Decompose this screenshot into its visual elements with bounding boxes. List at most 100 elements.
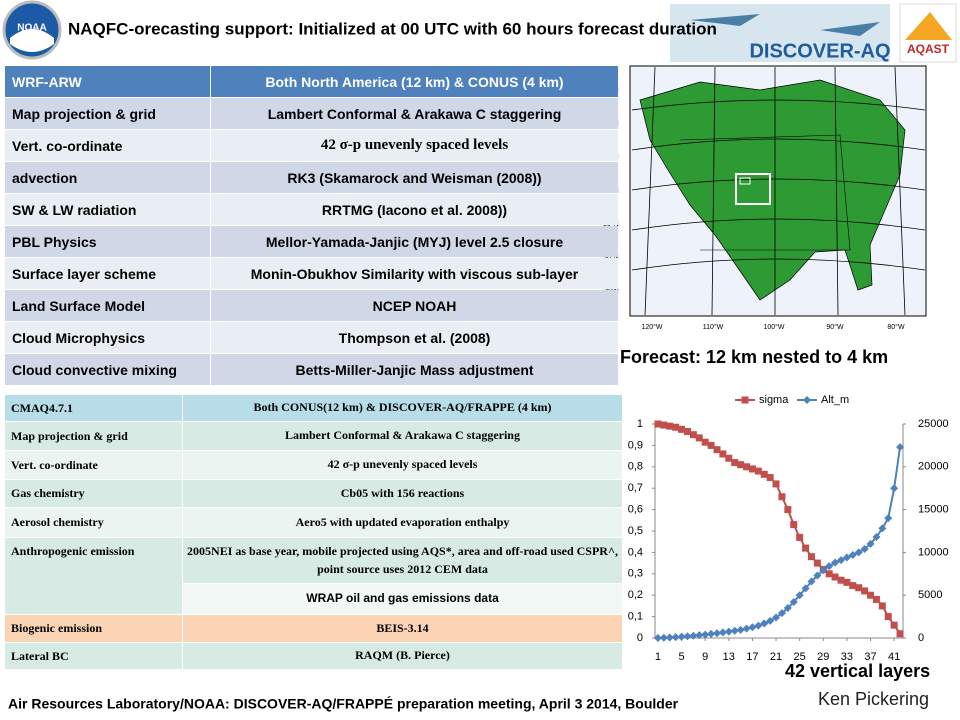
- cmaq-label: Gas chemistry: [5, 480, 182, 507]
- y2-tick-label: 15000: [918, 504, 949, 516]
- author: Ken Pickering: [818, 689, 929, 709]
- marker: [760, 470, 768, 478]
- cmaq-value: 42 σ-p unevenly spaced levels: [183, 451, 622, 479]
- marker: [872, 595, 880, 603]
- chart-bg: [625, 390, 958, 670]
- marker: [825, 562, 834, 571]
- cmaq-label: Vert. co-ordinate: [5, 451, 182, 479]
- cmaq-label: Map projection & grid: [5, 422, 182, 450]
- marker: [801, 584, 810, 593]
- marker: [783, 604, 792, 613]
- wrf-label: SW & LW radiation: [5, 194, 210, 225]
- marker: [718, 628, 727, 637]
- cmaq-value: RAQM (B. Pierce): [183, 643, 622, 669]
- marker: [743, 463, 751, 471]
- wrf-label: WRF-ARW: [5, 66, 210, 97]
- marker: [855, 584, 863, 592]
- marker: [701, 438, 709, 446]
- wrf-value: Lambert Conformal & Arakawa C staggering: [211, 98, 618, 129]
- x-tick-label: 5: [679, 651, 685, 663]
- marker: [896, 443, 905, 452]
- marker: [713, 446, 721, 454]
- marker: [737, 461, 745, 469]
- wrf-label: Map projection & grid: [5, 98, 210, 129]
- wrf-label: Vert. co-ordinate: [5, 130, 210, 161]
- marker: [695, 434, 703, 442]
- lon-label: 100°W: [763, 323, 784, 331]
- legend-marker: [803, 396, 811, 404]
- wrf-value: NCEP NOAH: [211, 290, 618, 321]
- legend-label: sigma: [759, 394, 789, 406]
- lon-label: 110°W: [703, 323, 724, 331]
- aqast-mark: [905, 12, 952, 40]
- marker: [867, 591, 875, 599]
- cmaq-label: Anthropogenic emission: [5, 538, 182, 614]
- marker: [807, 553, 815, 561]
- inner-box: [739, 177, 751, 185]
- footer: Air Resources Laboratory/NOAA: DISCOVER-…: [8, 696, 679, 712]
- marker: [861, 587, 869, 595]
- marker: [748, 623, 757, 632]
- marker: [890, 621, 898, 629]
- marker: [813, 571, 822, 580]
- marker: [754, 621, 763, 630]
- cmaq-label: Biogenic emission: [5, 615, 182, 642]
- marker: [766, 616, 775, 625]
- marker: [860, 544, 869, 553]
- lon-label: 120°W: [641, 323, 662, 331]
- cmaq-value: Lambert Conformal & Arakawa C staggering: [183, 422, 622, 450]
- noaa-wave: [10, 29, 54, 52]
- marker: [796, 533, 804, 541]
- marker: [778, 493, 786, 501]
- wrf-value: Both North America (12 km) & CONUS (4 km…: [211, 66, 618, 97]
- cmaq-value: BEIS-3.14: [183, 615, 622, 642]
- nest-box: [735, 173, 771, 205]
- cmaq-value: Both CONUS(12 km) & DISCOVER-AQ/FRAPPE (…: [183, 395, 622, 421]
- marker: [784, 506, 792, 514]
- marker: [665, 633, 674, 642]
- marker: [666, 422, 674, 430]
- marker: [772, 480, 780, 488]
- marker: [772, 613, 781, 622]
- x-tick-label: 13: [723, 651, 735, 663]
- marker: [689, 431, 697, 439]
- y-tick-label: 0,5: [628, 525, 643, 537]
- wrf-label: Cloud convective mixing: [5, 354, 210, 385]
- marker: [872, 532, 881, 541]
- marker: [677, 632, 686, 641]
- marker: [837, 576, 845, 584]
- marker: [795, 591, 804, 600]
- wrf-value: Thompson et al. (2008): [211, 322, 618, 353]
- x-tick-label: 41: [888, 651, 900, 663]
- x-tick-label: 37: [864, 651, 876, 663]
- marker: [854, 548, 863, 557]
- marker: [777, 609, 786, 618]
- map: [600, 63, 958, 335]
- cmaq-label: CMAQ4.7.1: [5, 395, 182, 421]
- marker: [842, 553, 851, 562]
- marker: [754, 467, 762, 475]
- marker: [896, 630, 904, 638]
- marker: [760, 619, 769, 628]
- marker: [766, 474, 774, 481]
- marker: [683, 632, 692, 641]
- marker: [849, 582, 857, 590]
- cmaq-value: Cb05 with 156 reactions: [183, 480, 622, 507]
- marker: [748, 465, 756, 473]
- marker: [843, 578, 851, 586]
- discover-planes: [690, 14, 880, 36]
- cmaq-label: Lateral BC: [5, 643, 182, 669]
- marker: [719, 450, 727, 458]
- marker: [807, 577, 816, 586]
- x-tick-label: 1: [655, 651, 661, 663]
- wrf-label: Cloud Microphysics: [5, 322, 210, 353]
- x-tick-label: 17: [746, 651, 758, 663]
- marker: [742, 624, 751, 633]
- y-tick-label: 0,9: [628, 439, 643, 451]
- discover-text: DISCOVER-AQ: [749, 40, 890, 62]
- y-tick-label: 0,7: [628, 482, 643, 494]
- marker: [707, 441, 715, 449]
- marker: [654, 420, 662, 428]
- noaa-text: NOAA: [17, 23, 46, 34]
